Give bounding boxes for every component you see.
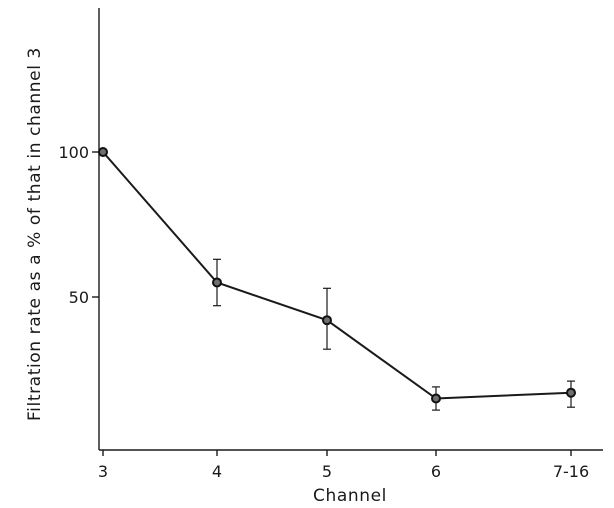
data-point-5 bbox=[322, 315, 332, 326]
data-point-4 bbox=[212, 277, 222, 288]
x-axis-label: Channel bbox=[313, 486, 387, 506]
y-ticks: 50 100 bbox=[58, 143, 99, 307]
data-point-3 bbox=[98, 147, 108, 157]
x-tick-label-3: 3 bbox=[98, 462, 108, 481]
y-tick-label-100: 100 bbox=[58, 143, 89, 162]
x-tick-label-4: 4 bbox=[212, 462, 222, 481]
axes bbox=[98, 8, 603, 451]
x-tick-label-6: 6 bbox=[431, 462, 441, 481]
x-tick-label-5: 5 bbox=[322, 462, 332, 481]
series-line bbox=[102, 151, 572, 400]
x-ticks: 3 4 5 6 7-16 bbox=[98, 450, 589, 481]
y-tick-label-50: 50 bbox=[69, 288, 89, 307]
series-group bbox=[98, 147, 576, 411]
y-axis-label: Filtration rate as a % of that in channe… bbox=[25, 47, 45, 421]
x-tick-label-7-16: 7-16 bbox=[553, 462, 589, 481]
data-point-6 bbox=[431, 393, 441, 404]
data-point-7-16 bbox=[566, 387, 576, 398]
